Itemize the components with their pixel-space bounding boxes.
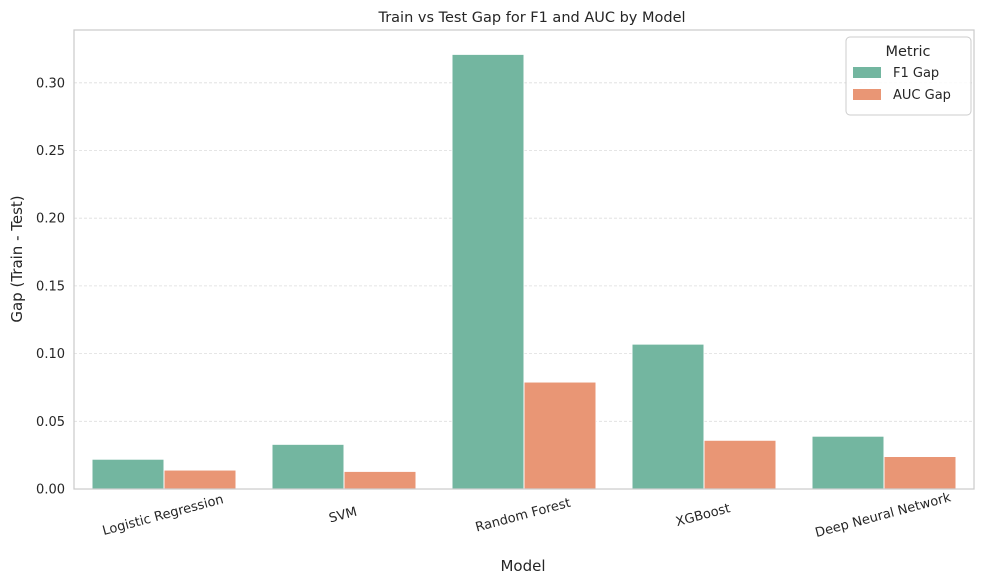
y-axis-ticks: 0.00 0.05 0.10 0.15 0.20 0.25 0.30	[36, 76, 65, 497]
bar	[91, 458, 165, 490]
legend-label: AUC Gap	[893, 88, 951, 103]
y-tick-label: 0.05	[36, 415, 65, 430]
legend-label: F1 Gap	[893, 66, 939, 81]
bar	[883, 456, 957, 490]
bars	[91, 53, 957, 490]
x-tick-label: Random Forest	[474, 496, 572, 536]
y-tick-label: 0.25	[36, 144, 65, 159]
bar	[811, 435, 885, 490]
bar	[343, 470, 417, 490]
x-axis-ticks: Logistic Regression SVM Random Forest XGBoo…	[101, 490, 953, 541]
y-tick-label: 0.10	[36, 347, 65, 362]
y-tick-label: 0.00	[36, 483, 65, 498]
y-tick-label: 0.20	[36, 212, 65, 227]
chart-title: Train vs Test Gap for F1 and AUC by Mode…	[377, 10, 685, 26]
legend: Metric F1 Gap AUC Gap	[845, 36, 972, 116]
legend-title: Metric	[885, 44, 930, 60]
x-axis-title: Model	[500, 557, 545, 575]
x-tick-label: Deep Neural Network	[814, 490, 953, 541]
y-tick-label: 0.15	[36, 279, 65, 294]
x-tick-label: Logistic Regression	[101, 492, 225, 539]
bar	[271, 443, 345, 490]
x-tick-label: XGBoost	[674, 501, 732, 530]
plot-frame	[73, 29, 975, 490]
bar	[703, 439, 777, 490]
bar	[631, 343, 705, 490]
x-tick-label: SVM	[327, 505, 358, 527]
legend-swatch	[853, 67, 881, 78]
legend-swatch	[853, 89, 881, 100]
bar	[163, 469, 237, 490]
legend-items: F1 Gap AUC Gap	[853, 66, 951, 103]
y-tick-label: 0.30	[36, 76, 65, 91]
bar	[523, 381, 597, 490]
y-axis-title: Gap (Train - Test)	[8, 195, 26, 322]
bar	[451, 53, 525, 490]
